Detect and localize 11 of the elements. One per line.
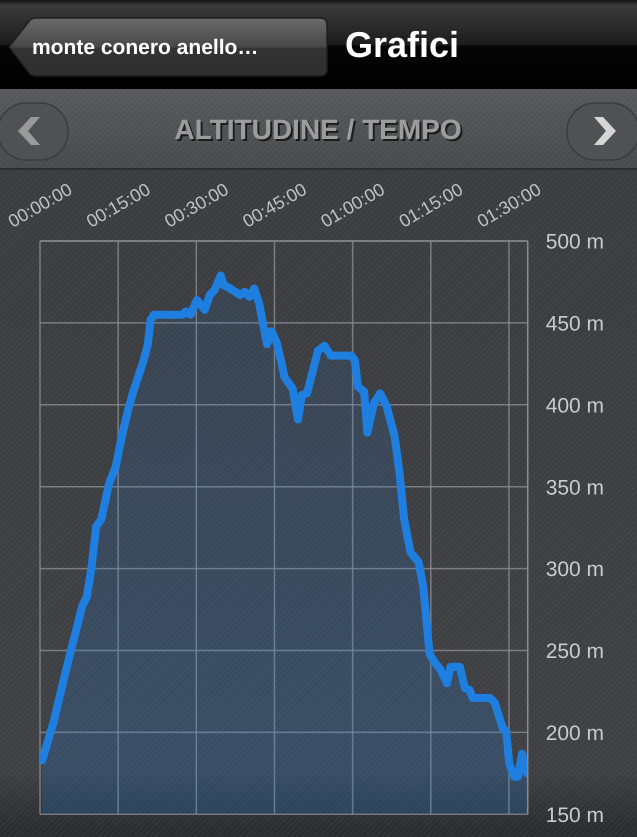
chart-title: ALTITUDINE / TEMPO xyxy=(174,114,462,145)
y-tick-label: 150 m xyxy=(546,804,604,827)
y-tick-label: 300 m xyxy=(546,558,604,582)
y-tick-label: 200 m xyxy=(546,722,604,745)
y-tick-label: 350 m xyxy=(546,476,604,500)
y-tick-label: 500 m xyxy=(546,230,604,254)
text: Grafici xyxy=(345,24,460,65)
y-tick-label: 450 m xyxy=(546,312,604,336)
back-button: monte conero anello… xyxy=(8,17,328,77)
y-tick-label: 400 m xyxy=(546,394,604,418)
y-tick-label: 250 m xyxy=(546,640,604,664)
